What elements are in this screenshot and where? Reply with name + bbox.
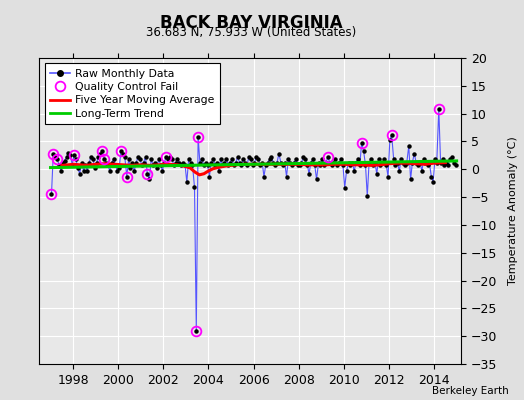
Text: 36.683 N, 75.933 W (United States): 36.683 N, 75.933 W (United States) — [146, 26, 357, 39]
Legend: Raw Monthly Data, Quality Control Fail, Five Year Moving Average, Long-Term Tren: Raw Monthly Data, Quality Control Fail, … — [45, 64, 220, 124]
Text: BACK BAY VIRGINIA: BACK BAY VIRGINIA — [160, 14, 343, 32]
Text: Berkeley Earth: Berkeley Earth — [432, 386, 508, 396]
Y-axis label: Temperature Anomaly (°C): Temperature Anomaly (°C) — [508, 137, 518, 285]
